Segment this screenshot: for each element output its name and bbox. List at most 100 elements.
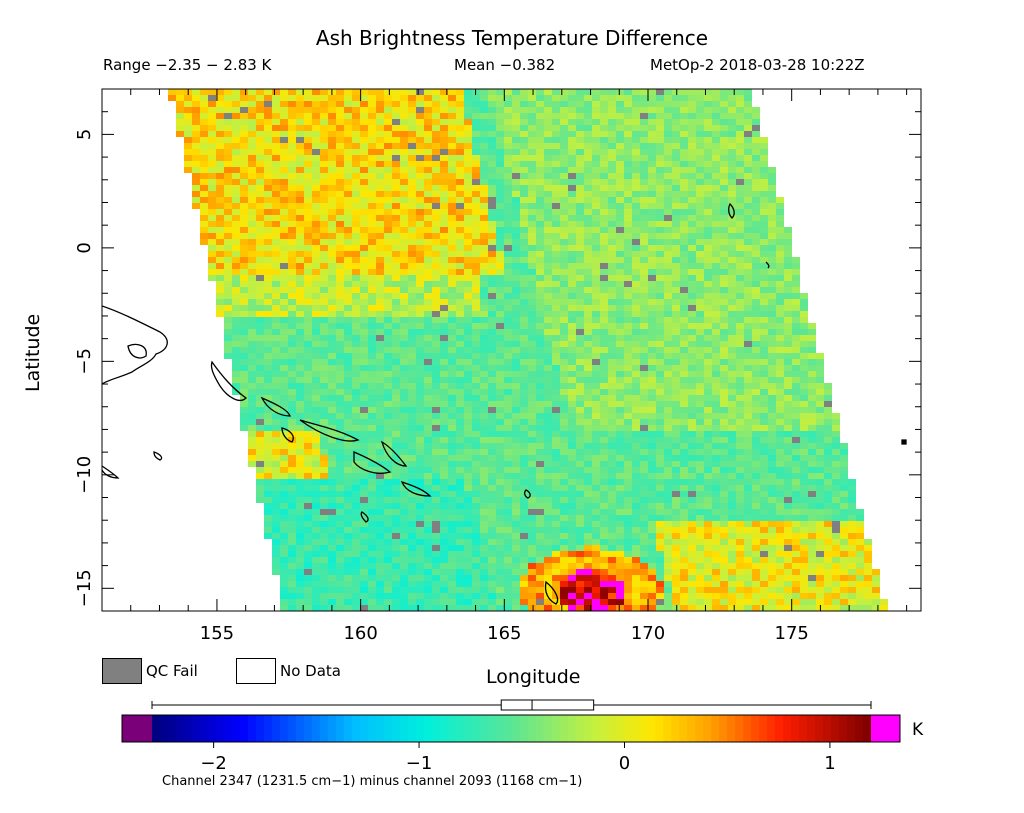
heatmap-cell	[712, 485, 720, 491]
heatmap-cell	[776, 323, 784, 329]
heatmap-cell	[504, 113, 512, 119]
heatmap-cell	[752, 227, 760, 233]
heatmap-cell	[616, 275, 624, 281]
heatmap-cell	[240, 389, 248, 395]
heatmap-cell	[320, 401, 328, 407]
heatmap-cell	[608, 323, 616, 329]
heatmap-cell	[568, 431, 576, 437]
heatmap-cell	[272, 323, 280, 329]
heatmap-cell	[664, 479, 672, 485]
heatmap-cell	[304, 191, 312, 197]
heatmap-cell	[768, 341, 776, 347]
heatmap-cell	[520, 251, 528, 257]
heatmap-cell	[576, 251, 584, 257]
heatmap-cell	[256, 311, 264, 317]
heatmap-cell	[496, 179, 504, 185]
heatmap-cell	[520, 383, 528, 389]
heatmap-cell	[608, 173, 616, 179]
heatmap-cell	[768, 233, 776, 239]
heatmap-cell	[416, 473, 424, 479]
heatmap-cell	[432, 209, 440, 215]
heatmap-cell	[232, 197, 240, 203]
heatmap-cell	[584, 389, 592, 395]
heatmap-cell	[328, 419, 336, 425]
heatmap-cell	[616, 257, 624, 263]
heatmap-cell	[696, 299, 704, 305]
heatmap-cell	[648, 119, 656, 125]
heatmap-cell	[344, 323, 352, 329]
heatmap-cell	[512, 473, 520, 479]
heatmap-cell	[712, 125, 720, 131]
heatmap-cell	[352, 149, 360, 155]
heatmap-cell	[552, 311, 560, 317]
heatmap-cell	[536, 245, 544, 251]
heatmap-cell	[800, 359, 808, 365]
heatmap-cell	[328, 185, 336, 191]
heatmap-cell	[224, 329, 232, 335]
heatmap-cell	[712, 377, 720, 383]
heatmap-cell	[592, 431, 600, 437]
heatmap-cell	[560, 299, 568, 305]
heatmap-cell	[280, 287, 288, 293]
heatmap-cell	[296, 293, 304, 299]
heatmap-cell	[552, 407, 560, 413]
heatmap-cell	[384, 257, 392, 263]
heatmap-cell	[544, 131, 552, 137]
heatmap-cell	[632, 437, 640, 443]
heatmap-cell	[424, 203, 432, 209]
heatmap-cell	[488, 239, 496, 245]
heatmap-cell	[400, 395, 408, 401]
heatmap-cell	[744, 323, 752, 329]
heatmap-cell	[544, 179, 552, 185]
heatmap-cell	[576, 257, 584, 263]
heatmap-cell	[224, 185, 232, 191]
heatmap-cell	[384, 113, 392, 119]
heatmap-cell	[808, 383, 816, 389]
heatmap-cell	[224, 143, 232, 149]
heatmap-cell	[424, 413, 432, 419]
heatmap-cell	[312, 101, 320, 107]
heatmap-cell	[560, 197, 568, 203]
heatmap-cell	[672, 191, 680, 197]
heatmap-cell	[392, 209, 400, 215]
heatmap-cell	[632, 227, 640, 233]
heatmap-cell	[528, 359, 536, 365]
heatmap-cell	[624, 287, 632, 293]
heatmap-cell	[432, 413, 440, 419]
heatmap-cell	[552, 299, 560, 305]
heatmap-cell	[592, 455, 600, 461]
heatmap-cell	[704, 203, 712, 209]
heatmap-cell	[336, 239, 344, 245]
heatmap-cell	[648, 239, 656, 245]
heatmap-cell	[280, 467, 288, 473]
heatmap-cell	[640, 425, 648, 431]
heatmap-cell	[616, 293, 624, 299]
heatmap-cell	[584, 185, 592, 191]
heatmap-cell	[272, 239, 280, 245]
heatmap-cell	[552, 179, 560, 185]
heatmap-cell	[488, 329, 496, 335]
heatmap-cell	[696, 335, 704, 341]
heatmap-cell	[344, 335, 352, 341]
heatmap-cell	[464, 455, 472, 461]
heatmap-cell	[656, 335, 664, 341]
heatmap-cell	[688, 353, 696, 359]
heatmap-cell	[656, 413, 664, 419]
heatmap-cell	[560, 275, 568, 281]
heatmap-cell	[296, 407, 304, 413]
heatmap-cell	[520, 413, 528, 419]
heatmap-cell	[368, 443, 376, 449]
heatmap-cell	[288, 179, 296, 185]
heatmap-cell	[264, 185, 272, 191]
heatmap-cell	[752, 113, 760, 119]
heatmap-cell	[304, 113, 312, 119]
heatmap-cell	[616, 413, 624, 419]
heatmap-cell	[208, 191, 216, 197]
heatmap-cell	[456, 137, 464, 143]
heatmap-cell	[560, 419, 568, 425]
heatmap-cell	[352, 161, 360, 167]
heatmap-cell	[384, 419, 392, 425]
heatmap-cell	[472, 287, 480, 293]
heatmap-cell	[232, 143, 240, 149]
heatmap-cell	[712, 371, 720, 377]
